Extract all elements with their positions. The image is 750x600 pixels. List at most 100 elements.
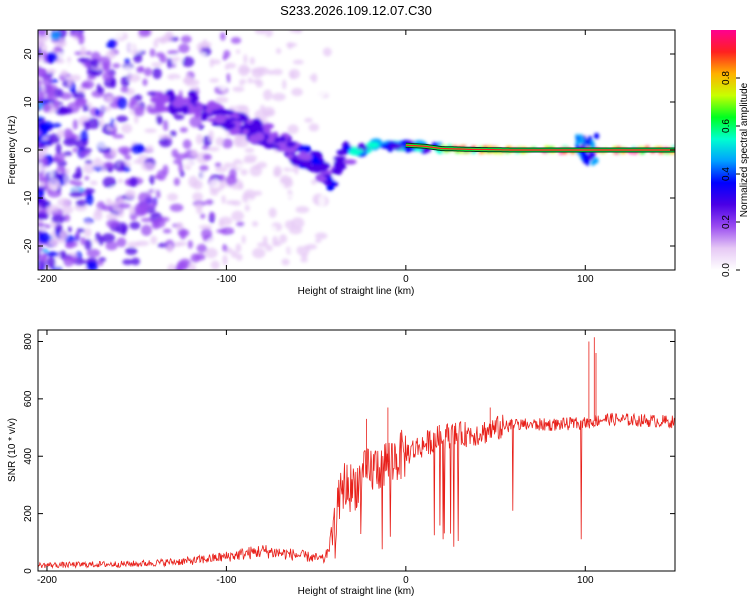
heatmap-cell	[187, 263, 197, 270]
heatmap-cell	[315, 58, 325, 66]
heatmap-cell	[84, 221, 92, 226]
heatmap-cell	[157, 93, 170, 103]
heatmap-cell	[336, 150, 347, 156]
heatmap-cell	[275, 48, 282, 55]
heatmap-cell	[242, 82, 250, 94]
heatmap-cell	[329, 122, 334, 134]
heatmap-cell	[80, 45, 87, 57]
heatmap-cell	[155, 189, 161, 199]
heatmap-cell	[178, 161, 184, 173]
heatmap-cell	[251, 68, 256, 74]
heatmap-cell	[198, 224, 213, 230]
heatmap-cell	[236, 49, 241, 54]
heatmap-cell	[95, 232, 101, 241]
heatmap-cell	[166, 193, 179, 201]
heatmap-cell	[151, 62, 162, 67]
heatmap-cell	[282, 79, 287, 90]
heatmap-cell	[127, 73, 141, 83]
heatmap-cell	[41, 248, 49, 253]
heatmap-cell	[208, 129, 214, 142]
heatmap-cell	[305, 243, 318, 250]
heatmap-cell	[178, 258, 191, 269]
heatmap-cell	[214, 162, 222, 168]
heatmap-cell	[65, 61, 75, 71]
heatmap-cell	[162, 228, 172, 234]
heatmap-cell	[138, 191, 152, 204]
heatmap-cell	[182, 105, 189, 115]
heatmap-cell	[46, 256, 56, 269]
heatmap-ytick-label: 10	[23, 96, 34, 108]
heatmap-cell	[583, 138, 588, 145]
heatmap-cell	[273, 182, 285, 191]
heatmap-cell	[128, 176, 138, 188]
heatmap-cell	[318, 195, 326, 207]
heatmap-cell	[126, 241, 141, 247]
heatmap-cell	[322, 47, 332, 57]
heatmap-cell	[117, 197, 123, 205]
heatmap-cell	[38, 30, 48, 37]
heatmap-cell	[591, 151, 596, 158]
heatmap-cell	[357, 149, 364, 154]
heatmap-cell	[105, 50, 116, 60]
heatmap-cell	[196, 207, 203, 214]
heatmap-cell	[332, 55, 339, 61]
heatmap-cell	[38, 47, 42, 58]
heatmap-cell	[322, 180, 333, 185]
heatmap-cell	[112, 201, 122, 212]
heatmap-cell	[236, 253, 243, 261]
heatmap-ridge	[405, 142, 675, 153]
heatmap-cell	[207, 146, 220, 152]
heatmap-cell	[46, 68, 57, 74]
heatmap-cell	[38, 67, 48, 78]
heatmap-cell	[152, 67, 162, 80]
heatmap-cell	[314, 86, 327, 98]
heatmap-cell	[154, 106, 166, 113]
heatmap-cell	[278, 157, 284, 168]
snr-series-line	[38, 337, 675, 570]
heatmap-cell	[302, 69, 311, 76]
heatmap-cell	[86, 261, 98, 270]
heatmap-cell	[75, 230, 80, 240]
heatmap-cell	[282, 248, 288, 255]
heatmap-cell	[219, 180, 227, 189]
colorbar-tick-label: 0.0	[721, 263, 732, 277]
heatmap-ylabel: Frequency (Hz)	[7, 116, 18, 185]
heatmap-cell	[155, 115, 163, 125]
heatmap-cell	[209, 178, 221, 189]
heatmap-cell	[281, 258, 290, 266]
heatmap-cell	[48, 236, 59, 246]
heatmap-cell	[60, 106, 73, 115]
heatmap-cell	[262, 235, 268, 245]
colorbar-tick-label: 0.2	[721, 215, 732, 229]
heatmap-cell	[140, 224, 152, 236]
heatmap-cell	[225, 200, 237, 205]
heatmap-cell	[168, 104, 176, 114]
heatmap-cell	[195, 134, 204, 145]
heatmap-cell	[215, 136, 224, 146]
heatmap-cell	[334, 128, 345, 134]
heatmap-cell	[183, 159, 195, 166]
heatmap-cells	[38, 30, 675, 270]
figure-title: S233.2026.109.12.07.C30	[280, 3, 432, 18]
heatmap-cell	[366, 141, 380, 149]
heatmap-cell	[150, 97, 160, 103]
heatmap-cell	[38, 144, 46, 149]
heatmap-cell	[213, 197, 221, 210]
heatmap-cell	[210, 260, 220, 270]
heatmap-cell	[308, 249, 320, 260]
heatmap-cell	[180, 35, 192, 44]
heatmap-cell	[307, 181, 322, 191]
heatmap-cell	[287, 124, 299, 135]
heatmap-cell	[166, 243, 174, 253]
heatmap-cell	[85, 193, 94, 206]
heatmap-cell	[96, 86, 105, 94]
ridge-core	[405, 144, 675, 151]
heatmap-cell	[83, 163, 95, 174]
heatmap-cell	[58, 37, 65, 48]
heatmap-cell	[201, 76, 207, 89]
heatmap-cell	[274, 198, 285, 203]
heatmap-cell	[60, 69, 68, 77]
heatmap-cell	[280, 193, 293, 199]
heatmap-cell	[594, 157, 599, 164]
